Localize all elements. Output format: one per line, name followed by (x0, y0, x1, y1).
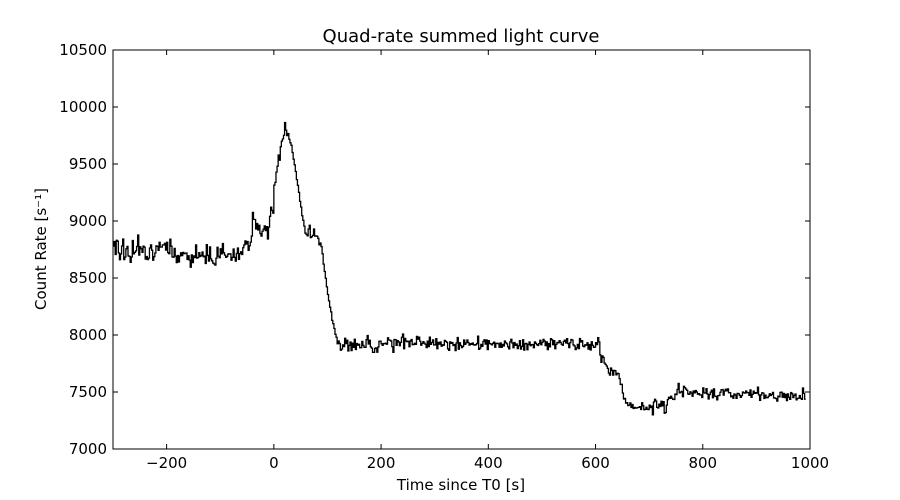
y-tick-label: 7500 (69, 383, 107, 401)
y-tick-label: 7000 (69, 440, 107, 458)
x-tick-label: 800 (688, 454, 717, 472)
series-layer (113, 121, 806, 416)
x-tick-label: 600 (581, 454, 610, 472)
y-tick-label: 8000 (69, 326, 107, 344)
x-axis-label: Time since T0 [s] (396, 476, 525, 494)
x-tick-label: −200 (146, 454, 187, 472)
x-tick-label: 1000 (791, 454, 829, 472)
y-tick-label: 10500 (59, 41, 107, 59)
x-tick-label: 400 (474, 454, 503, 472)
x-tick-label: 0 (269, 454, 279, 472)
y-tick-label: 9500 (69, 155, 107, 173)
plot-frame (112, 49, 811, 450)
y-tick-label: 9000 (69, 212, 107, 230)
x-tick-label: 200 (367, 454, 396, 472)
y-tick-label: 10000 (59, 98, 107, 116)
axis-ticks: −200 0 200 400 600 800 1000 7000 7500 8000 8500 900… (59, 41, 829, 472)
chart-title: Quad-rate summed light curve (323, 26, 600, 47)
y-axis-label: Count Rate [s⁻¹] (32, 188, 50, 310)
y-tick-label: 8500 (69, 269, 107, 287)
light-curve-series-line (113, 121, 806, 416)
